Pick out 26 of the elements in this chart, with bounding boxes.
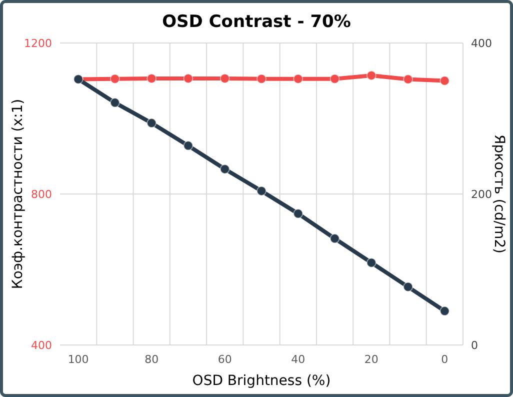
y-tick-label: 800 <box>31 188 52 201</box>
point <box>440 306 450 316</box>
y2-tick-label: 200 <box>471 188 492 201</box>
x-tick-label: 100 <box>68 353 89 366</box>
point <box>220 164 230 174</box>
y-tick-label: 1200 <box>24 36 52 50</box>
y2-tick-label: 0 <box>471 338 478 352</box>
point <box>293 208 304 219</box>
point <box>146 118 157 128</box>
y-tick-label: 400 <box>31 338 52 352</box>
y2-tick-label: 400 <box>471 36 492 50</box>
x-tick-label: 20 <box>364 353 378 366</box>
point <box>110 98 120 108</box>
x-tick-label: 80 <box>144 353 159 366</box>
chart-title: OSD Contrast - 70% <box>162 12 351 32</box>
y2-axis-title: Яркость (cd/m2) <box>491 134 507 254</box>
x-tick-label: 0 <box>441 353 448 366</box>
point <box>183 140 194 151</box>
point <box>330 234 340 244</box>
point <box>256 186 266 196</box>
point <box>366 258 376 268</box>
x-tick-label: 40 <box>291 353 306 366</box>
y-axis-title: Коэф.контрастности (x:1) <box>10 98 26 290</box>
point <box>403 282 414 292</box>
x-axis-title: OSD Brightness (%) <box>192 373 331 389</box>
x-tick-label: 60 <box>218 353 232 366</box>
